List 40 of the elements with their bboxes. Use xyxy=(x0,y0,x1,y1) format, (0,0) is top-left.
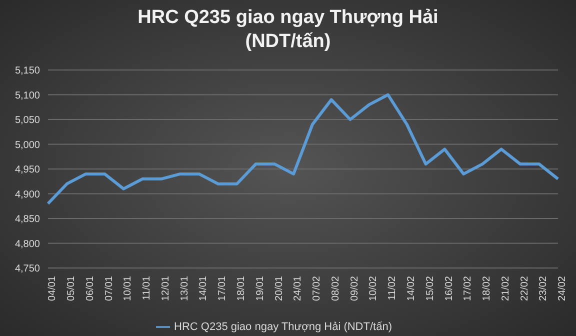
y-tick-label: 5,100 xyxy=(14,90,40,102)
legend-label: HRC Q235 giao ngay Thượng Hải (NDT/tấn) xyxy=(174,320,392,333)
x-tick-label: 13/01 xyxy=(179,276,190,302)
x-tick-label: 12/01 xyxy=(160,276,172,302)
y-tick-label: 4,850 xyxy=(14,214,40,226)
x-tick-label: 04/01 xyxy=(47,276,58,302)
x-tick-label: 07/02 xyxy=(312,276,323,302)
x-tick-label: 23/02 xyxy=(538,276,550,302)
x-tick-label: 16/02 xyxy=(444,276,455,302)
y-tick-label: 5,050 xyxy=(14,115,40,126)
x-tick-label: 17/01 xyxy=(217,276,228,302)
x-tick-label: 24/01 xyxy=(292,276,304,302)
y-tick-label: 5,000 xyxy=(14,140,40,151)
x-tick-label: 18/01 xyxy=(236,276,247,302)
x-tick-label: 17/02 xyxy=(462,276,474,302)
x-tick-label: 18/02 xyxy=(482,276,493,302)
x-tick-label: 24/02 xyxy=(557,276,568,302)
x-tick-label: 10/01 xyxy=(122,276,134,302)
x-tick-label: 11/01 xyxy=(142,276,153,300)
x-tick-label: 07/01 xyxy=(104,276,115,302)
chart-title: HRC Q235 giao ngay Thượng Hải (NDT/tấn) xyxy=(136,6,440,54)
line-series xyxy=(46,93,560,206)
x-tick-label: 09/02 xyxy=(349,276,360,302)
y-tick-label: 4,750 xyxy=(14,264,40,275)
x-tick-label: 06/01 xyxy=(84,276,96,302)
y-tick-label: 4,800 xyxy=(14,238,40,250)
y-tick-label: 4,950 xyxy=(14,164,40,176)
x-tick-label: 11/02 xyxy=(387,276,398,300)
x-tick-label: 21/02 xyxy=(500,276,512,302)
y-tick-label: 4,900 xyxy=(14,189,40,200)
x-tick-label: 20/01 xyxy=(274,276,285,302)
x-tick-label: 19/01 xyxy=(254,276,266,302)
x-tick-label: 10/02 xyxy=(368,276,380,302)
x-tick-label: 14/01 xyxy=(198,276,210,302)
y-tick-label: 5,150 xyxy=(14,66,40,77)
x-tick-label: 08/02 xyxy=(330,276,342,302)
x-tick-label: 05/01 xyxy=(66,276,77,302)
x-tick-label: 15/02 xyxy=(424,276,436,302)
x-tick-label: 14/02 xyxy=(406,276,417,302)
x-tick-label: 22/02 xyxy=(519,276,530,302)
